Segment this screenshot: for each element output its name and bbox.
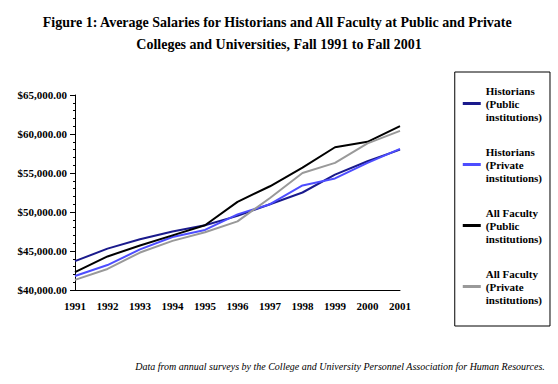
svg-text:1991: 1991 [64, 300, 86, 312]
svg-text:1999: 1999 [324, 300, 347, 312]
svg-text:$60,000.00: $60,000.00 [18, 128, 68, 140]
svg-text:1993: 1993 [129, 300, 152, 312]
svg-text:All Faculty: All Faculty [486, 268, 539, 280]
svg-text:institutions): institutions) [486, 294, 543, 307]
svg-text:$40,000.00: $40,000.00 [18, 284, 68, 296]
svg-text:institutions): institutions) [486, 172, 543, 185]
svg-text:(Private: (Private [486, 159, 524, 172]
svg-text:Historians: Historians [486, 146, 536, 158]
svg-text:(Public: (Public [486, 220, 520, 233]
svg-text:1998: 1998 [292, 300, 315, 312]
svg-text:1995: 1995 [194, 300, 217, 312]
svg-text:All Faculty: All Faculty [486, 207, 539, 219]
svg-text:1996: 1996 [227, 300, 250, 312]
svg-text:Historians: Historians [486, 85, 536, 97]
svg-text:institutions): institutions) [486, 233, 543, 246]
svg-text:1997: 1997 [259, 300, 282, 312]
svg-text:1992: 1992 [97, 300, 120, 312]
svg-text:$50,000.00: $50,000.00 [18, 206, 68, 218]
svg-text:Data from annual surveys by th: Data from annual surveys by the College … [134, 361, 545, 372]
svg-text:Figure 1: Average Salaries for: Figure 1: Average Salaries for Historian… [43, 15, 515, 30]
svg-text:$65,000.00: $65,000.00 [18, 89, 68, 101]
svg-text:2001: 2001 [389, 300, 411, 312]
svg-text:$55,000.00: $55,000.00 [18, 167, 68, 179]
svg-text:Colleges and Universities, Fal: Colleges and Universities, Fall 1991 to … [136, 37, 421, 52]
svg-text:$45,000.00: $45,000.00 [18, 245, 68, 257]
svg-text:1994: 1994 [162, 300, 185, 312]
svg-text:2000: 2000 [357, 300, 380, 312]
svg-text:(Private: (Private [486, 281, 524, 294]
svg-text:(Public: (Public [486, 98, 520, 111]
svg-text:institutions): institutions) [486, 111, 543, 124]
